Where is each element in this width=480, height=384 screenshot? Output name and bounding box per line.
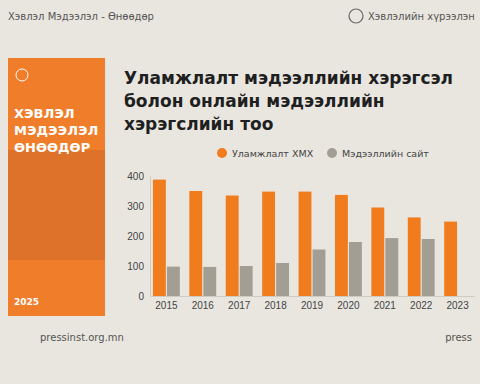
x-axis: 2015 2016 2017 2018 2019 2020 2021 2022 2023 xyxy=(151,296,475,311)
y-tick: 100 xyxy=(127,261,150,272)
x-tick: 2020 xyxy=(337,296,360,311)
bar xyxy=(422,239,435,296)
y-tick: 300 xyxy=(127,201,150,212)
bar xyxy=(349,242,362,296)
bar xyxy=(385,238,398,296)
logo-icon xyxy=(349,9,363,23)
bar xyxy=(276,263,289,296)
cover-year: 2025 xyxy=(14,297,39,307)
x-tick: 2016 xyxy=(192,296,215,311)
x-tick-label: 2015 xyxy=(155,300,178,311)
x-tick-label: 2023 xyxy=(446,300,469,311)
legend-label: Уламжлалт ХМХ xyxy=(232,148,314,159)
brand: Хэвлэл Мэдээлэл - Өнөөдөр xyxy=(8,11,154,22)
y-tick-label: 300 xyxy=(127,201,144,212)
title: болон онлайн мэдээллийн xyxy=(124,91,385,111)
bar xyxy=(408,217,421,296)
cover-title: ӨНӨӨДӨР xyxy=(14,140,90,155)
x-tick-label: 2021 xyxy=(374,300,397,311)
y-axis: 0 100 200 300 400 xyxy=(127,171,150,302)
y-axis-line xyxy=(150,177,151,297)
bar xyxy=(153,180,166,296)
bar xyxy=(262,192,275,296)
bar xyxy=(226,196,239,297)
x-tick: 2017 xyxy=(228,296,251,311)
canvas: Хэвлэл Мэдээлэл - Өнөөдөр Хэвлэлийн хүрээ… xyxy=(0,0,480,384)
x-tick-label: 2017 xyxy=(228,300,251,311)
x-tick: 2022 xyxy=(410,296,433,311)
cover-title: ХЭВЛЭЛ xyxy=(14,106,75,121)
bar xyxy=(189,191,202,296)
cover: ХЭВЛЭЛ МЭДЭЭЛЭЛ ӨНӨӨДӨР 2025 xyxy=(8,58,105,316)
x-tick-label: 2016 xyxy=(192,300,215,311)
title: хэрэгслийн тоо xyxy=(124,114,273,134)
title: Уламжлалт мэдээллийн хэрэгсэл xyxy=(124,68,453,88)
bar xyxy=(313,250,326,297)
y-tick: 0 xyxy=(138,291,150,302)
x-tick: 2023 xyxy=(446,296,469,311)
bar xyxy=(240,266,253,296)
bar xyxy=(167,267,180,296)
x-tick: 2019 xyxy=(301,296,324,311)
x-tick-label: 2019 xyxy=(301,300,324,311)
x-tick-label: 2020 xyxy=(337,300,360,311)
bar xyxy=(203,267,216,296)
cover-bg xyxy=(8,58,105,316)
legend-swatch xyxy=(217,148,227,158)
y-tick-label: 100 xyxy=(127,261,144,272)
bar xyxy=(299,192,312,296)
y-tick-label: 0 xyxy=(138,291,144,302)
y-tick: 400 xyxy=(127,171,150,182)
bar xyxy=(444,222,457,296)
y-tick: 200 xyxy=(127,231,150,242)
x-tick-label: 2018 xyxy=(264,300,287,311)
x-tick: 2018 xyxy=(264,296,287,311)
y-tick-label: 200 xyxy=(127,231,144,242)
legend-label: Мэдээллийн сайт xyxy=(342,148,429,159)
x-tick-label: 2022 xyxy=(410,300,433,311)
bar xyxy=(371,208,384,297)
legend-swatch xyxy=(327,148,337,158)
x-axis-line xyxy=(151,296,475,297)
bar xyxy=(335,195,348,296)
background xyxy=(0,0,480,384)
handle: press xyxy=(445,332,472,343)
publisher: Хэвлэлийн хүрээлэн xyxy=(368,11,475,22)
cover-title: МЭДЭЭЛЭЛ xyxy=(14,123,98,138)
plot xyxy=(153,180,457,296)
x-tick: 2021 xyxy=(374,296,397,311)
cover-logo xyxy=(16,69,28,81)
y-tick-label: 400 xyxy=(127,171,144,182)
website: pressinst.org.mn xyxy=(40,332,124,343)
cover-photo xyxy=(8,150,105,260)
x-tick: 2015 xyxy=(155,296,178,311)
